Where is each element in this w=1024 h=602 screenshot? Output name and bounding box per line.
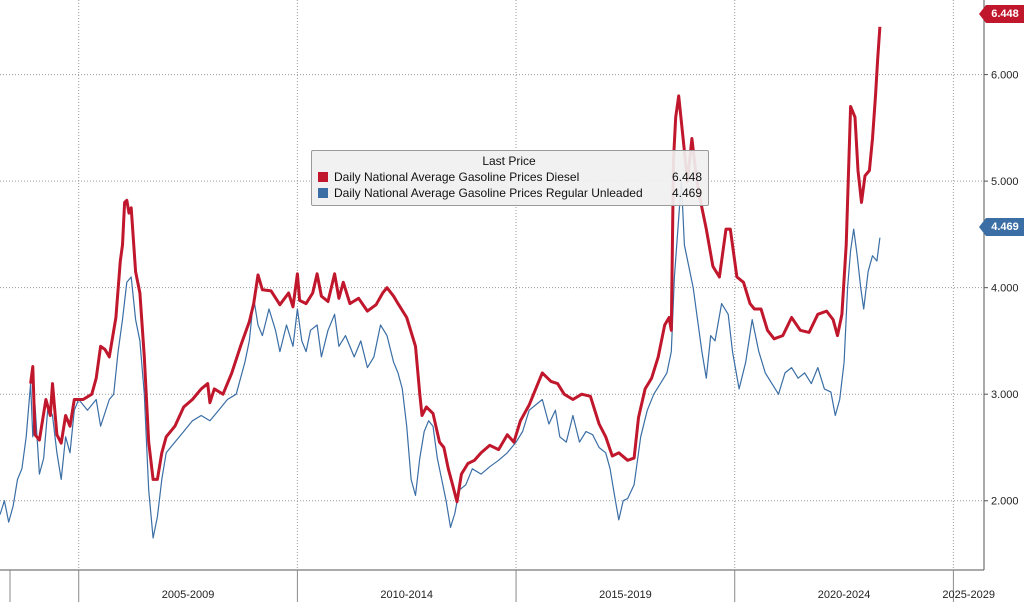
y-tick-label-2: 4.000 xyxy=(991,283,1019,295)
legend-swatch-diesel xyxy=(318,172,328,182)
x-tick-label-3: 2020-2024 xyxy=(818,589,871,601)
y-tick-label-1: 3.000 xyxy=(991,389,1019,401)
x-tick-label-4: 2025-2029 xyxy=(942,589,995,601)
series-line-diesel xyxy=(29,26,882,504)
last-price-tag-diesel-value: 6.448 xyxy=(991,8,1019,20)
legend-item-regular: Daily National Average Gasoline Prices R… xyxy=(318,185,702,201)
legend-item-diesel: Daily National Average Gasoline Prices D… xyxy=(318,169,702,185)
last-price-tag-regular-value: 4.469 xyxy=(991,221,1019,233)
x-tick-label-2: 2015-2019 xyxy=(599,589,652,601)
last-price-tag-diesel: 6.448 xyxy=(979,5,1024,23)
legend: Last Price Daily National Average Gasoli… xyxy=(311,150,709,206)
tag-pointer-diesel xyxy=(979,5,986,23)
legend-value-diesel: 6.448 xyxy=(671,170,702,184)
plot-area xyxy=(0,0,984,570)
y-axis-ticks: 2.000 3.000 4.000 5.000 6.000 xyxy=(984,70,1019,508)
series-line-regular-unleaded xyxy=(0,180,881,539)
x-axis-ticks: 2005-2009 2010-2014 2015-2019 2020-2024 2025… xyxy=(9,570,995,602)
legend-label-diesel: Daily National Average Gasoline Prices D… xyxy=(334,170,580,184)
series-layer xyxy=(0,26,882,539)
legend-label-regular: Daily National Average Gasoline Prices R… xyxy=(334,186,643,200)
y-tick-label-4: 6.000 xyxy=(991,70,1019,82)
x-tick-label-1: 2010-2014 xyxy=(380,589,433,601)
y-tick-label-0: 2.000 xyxy=(991,496,1019,508)
last-price-tag-regular: 4.469 xyxy=(979,218,1024,236)
tag-pointer-regular xyxy=(979,218,986,236)
y-tick-label-3: 5.000 xyxy=(991,176,1019,188)
legend-title: Last Price xyxy=(482,154,536,168)
x-tick-label-0: 2005-2009 xyxy=(162,589,215,601)
legend-value-regular: 4.469 xyxy=(671,186,702,200)
legend-swatch-regular xyxy=(318,188,328,198)
